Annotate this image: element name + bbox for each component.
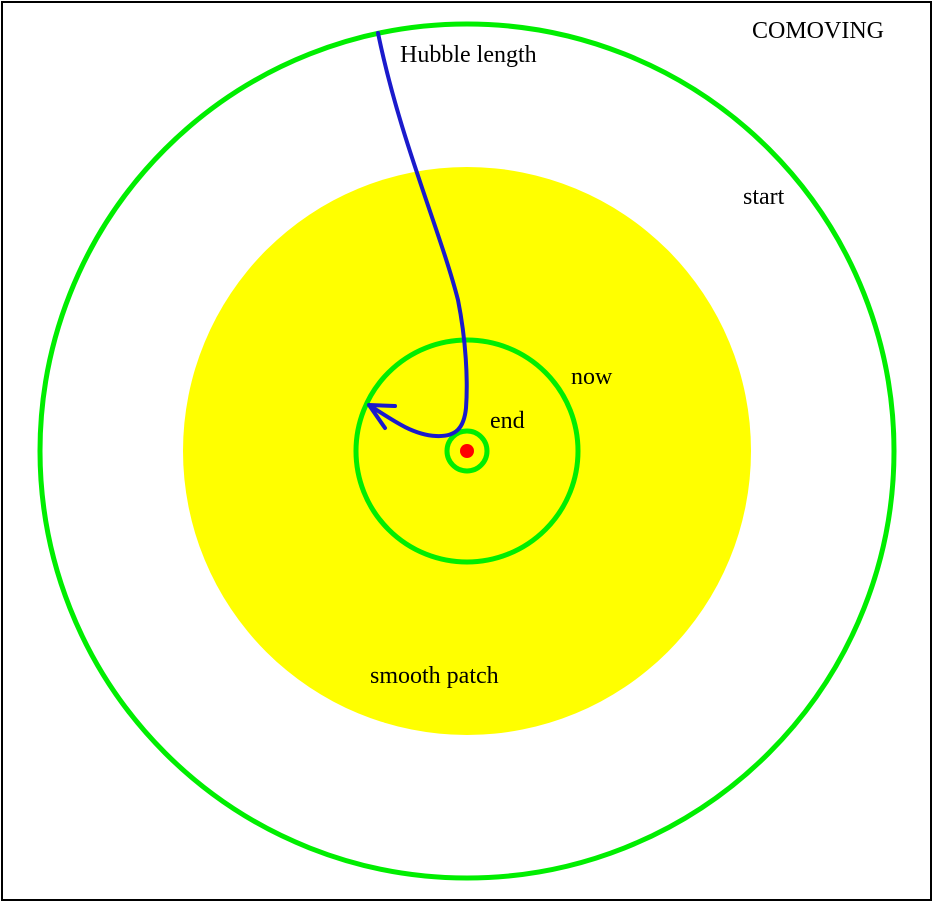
hubble-length-label: Hubble length bbox=[400, 42, 537, 68]
center-dot bbox=[460, 444, 474, 458]
diagram-title: COMOVING bbox=[752, 18, 884, 44]
start-circle bbox=[37, 21, 897, 881]
start-label: start bbox=[743, 184, 785, 210]
hubble-arrowhead bbox=[367, 403, 397, 430]
smooth-patch-label: smooth patch bbox=[370, 663, 499, 689]
now-label: now bbox=[571, 364, 613, 390]
now-circle bbox=[353, 337, 581, 565]
hubble-length-curve bbox=[367, 31, 469, 439]
end-label: end bbox=[490, 408, 525, 434]
end-circle bbox=[444, 428, 490, 474]
